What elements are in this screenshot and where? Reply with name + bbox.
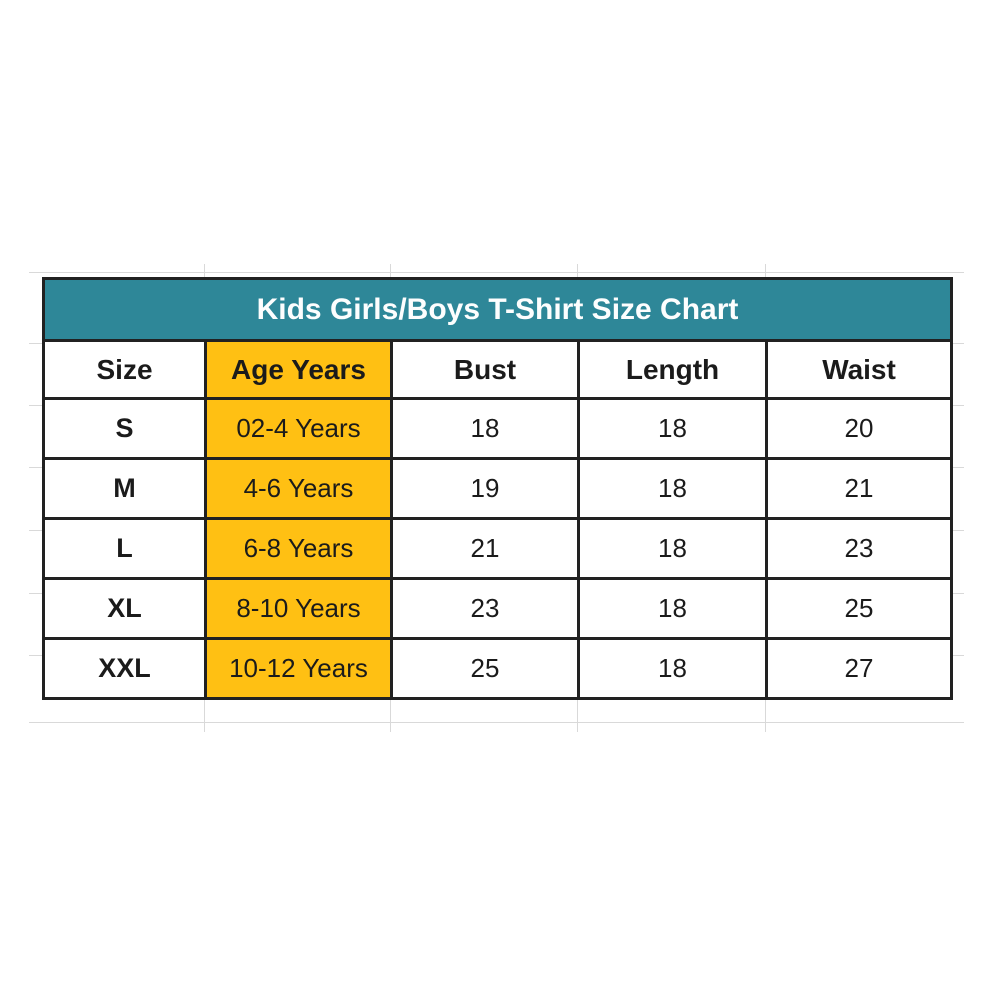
size-cell: L — [42, 517, 207, 580]
waist-cell: 23 — [764, 517, 954, 580]
age-cell: 4-6 Years — [204, 457, 393, 520]
column-header-size: Size — [42, 339, 207, 400]
age-cell: 02-4 Years — [204, 397, 393, 460]
bust-cell: 18 — [390, 397, 580, 460]
column-header-length: Length — [577, 339, 768, 400]
size-cell: XL — [42, 577, 207, 640]
waist-cell: 20 — [764, 397, 954, 460]
bust-cell: 23 — [390, 577, 580, 640]
table-row: M 4-6 Years 19 18 21 — [42, 457, 954, 520]
age-cell: 6-8 Years — [204, 517, 393, 580]
waist-cell: 25 — [764, 577, 954, 640]
bust-cell: 25 — [390, 637, 580, 700]
length-cell: 18 — [577, 577, 768, 640]
table-row: L 6-8 Years 21 18 23 — [42, 517, 954, 580]
length-cell: 18 — [577, 397, 768, 460]
table-title: Kids Girls/Boys T-Shirt Size Chart — [41, 277, 954, 342]
size-cell: S — [42, 397, 207, 460]
length-cell: 18 — [577, 457, 768, 520]
age-cell: 10-12 Years — [204, 637, 393, 700]
waist-cell: 21 — [764, 457, 954, 520]
size-cell: M — [42, 457, 207, 520]
excel-gridline-h — [29, 272, 964, 273]
column-header-waist: Waist — [764, 339, 954, 400]
table-row: XXL 10-12 Years 25 18 27 — [42, 637, 954, 700]
length-cell: 18 — [577, 517, 768, 580]
bust-cell: 21 — [390, 517, 580, 580]
waist-cell: 27 — [764, 637, 954, 700]
title-row: Kids Girls/Boys T-Shirt Size Chart — [41, 277, 954, 342]
table-row: XL 8-10 Years 23 18 25 — [42, 577, 954, 640]
length-cell: 18 — [577, 637, 768, 700]
excel-gridline-h — [29, 722, 964, 723]
size-cell: XXL — [42, 637, 207, 700]
column-header-bust: Bust — [390, 339, 580, 400]
table-row: S 02-4 Years 18 18 20 — [42, 397, 954, 460]
size-chart-table: Kids Girls/Boys T-Shirt Size Chart Size … — [41, 277, 954, 700]
column-header-age-years: Age Years — [204, 339, 393, 400]
age-cell: 8-10 Years — [204, 577, 393, 640]
bust-cell: 19 — [390, 457, 580, 520]
header-row: Size Age Years Bust Length Waist — [42, 339, 954, 400]
